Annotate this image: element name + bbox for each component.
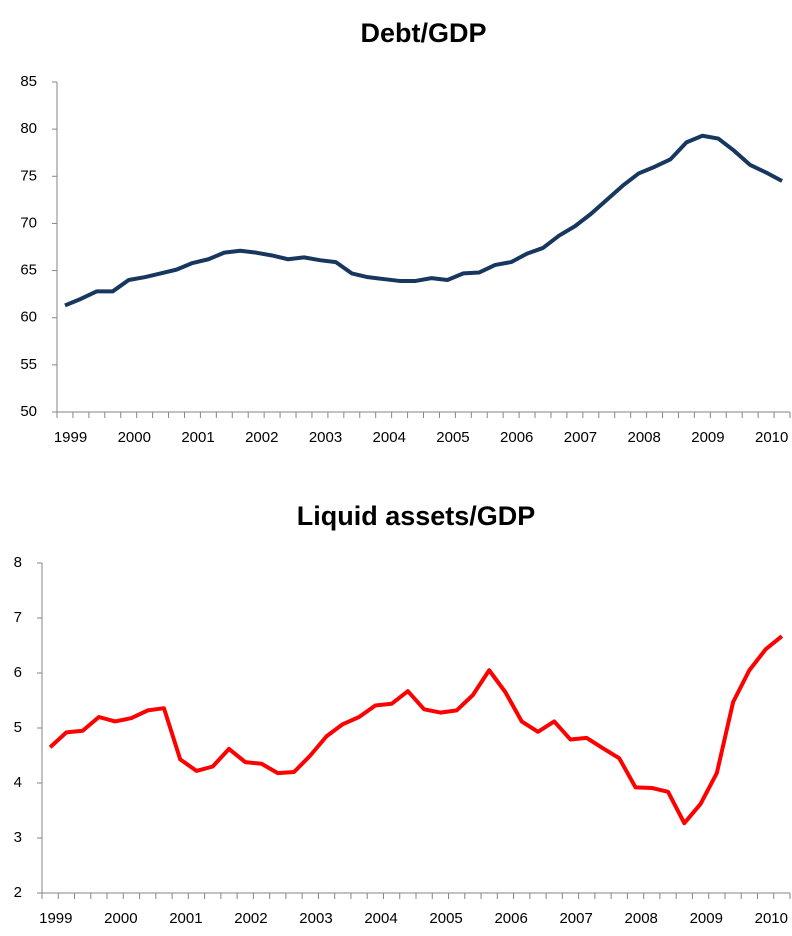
x-tick-label: 2006 — [494, 910, 527, 927]
data-line — [64, 133, 783, 308]
x-tick-label: 2005 — [429, 910, 462, 927]
x-tick-label: 2003 — [309, 429, 342, 446]
y-tick-label: 55 — [20, 356, 37, 373]
y-tick-label: 70 — [20, 214, 37, 231]
x-tick-label: 2009 — [690, 910, 723, 927]
x-tick-label: 2008 — [625, 910, 658, 927]
y-tick-label: 3 — [14, 829, 22, 846]
x-tick-label: 2000 — [118, 429, 151, 446]
x-tick-label: 2002 — [245, 429, 278, 446]
x-tick-label: 2005 — [436, 429, 469, 446]
y-tick-label: 75 — [20, 167, 37, 184]
x-tick-label: 2002 — [234, 910, 267, 927]
y-tick-label: 7 — [14, 609, 22, 626]
x-tick-label: 2007 — [564, 429, 597, 446]
y-tick-label: 60 — [20, 309, 37, 326]
x-tick-label: 2010 — [755, 910, 788, 927]
y-tick-label: 5 — [14, 719, 22, 736]
chart-title: Liquid assets/GDP — [297, 501, 536, 531]
x-tick-label: 2007 — [559, 910, 592, 927]
x-tick-label: 2000 — [104, 910, 137, 927]
y-tick-label: 65 — [20, 262, 37, 279]
x-tick-label: 1999 — [54, 429, 87, 446]
x-tick-label: 2004 — [373, 429, 406, 446]
x-tick-label: 2003 — [299, 910, 332, 927]
y-tick-label: 2 — [14, 884, 22, 901]
x-tick-label: 2001 — [181, 429, 214, 446]
x-tick-label: 2004 — [364, 910, 397, 927]
data-line — [48, 634, 784, 826]
x-tick-label: 2006 — [500, 429, 533, 446]
x-tick-label: 2009 — [691, 429, 724, 446]
y-tick-label: 6 — [14, 664, 22, 681]
chart-title: Debt/GDP — [360, 18, 486, 48]
y-tick-label: 85 — [20, 73, 37, 90]
x-tick-label: 2008 — [628, 429, 661, 446]
x-tick-label: 2001 — [169, 910, 202, 927]
y-tick-label: 50 — [20, 403, 37, 420]
x-tick-label: 2010 — [755, 429, 788, 446]
y-tick-label: 80 — [20, 120, 37, 137]
x-tick-label: 1999 — [39, 910, 72, 927]
y-tick-label: 4 — [14, 774, 22, 791]
y-tick-label: 8 — [14, 554, 22, 571]
